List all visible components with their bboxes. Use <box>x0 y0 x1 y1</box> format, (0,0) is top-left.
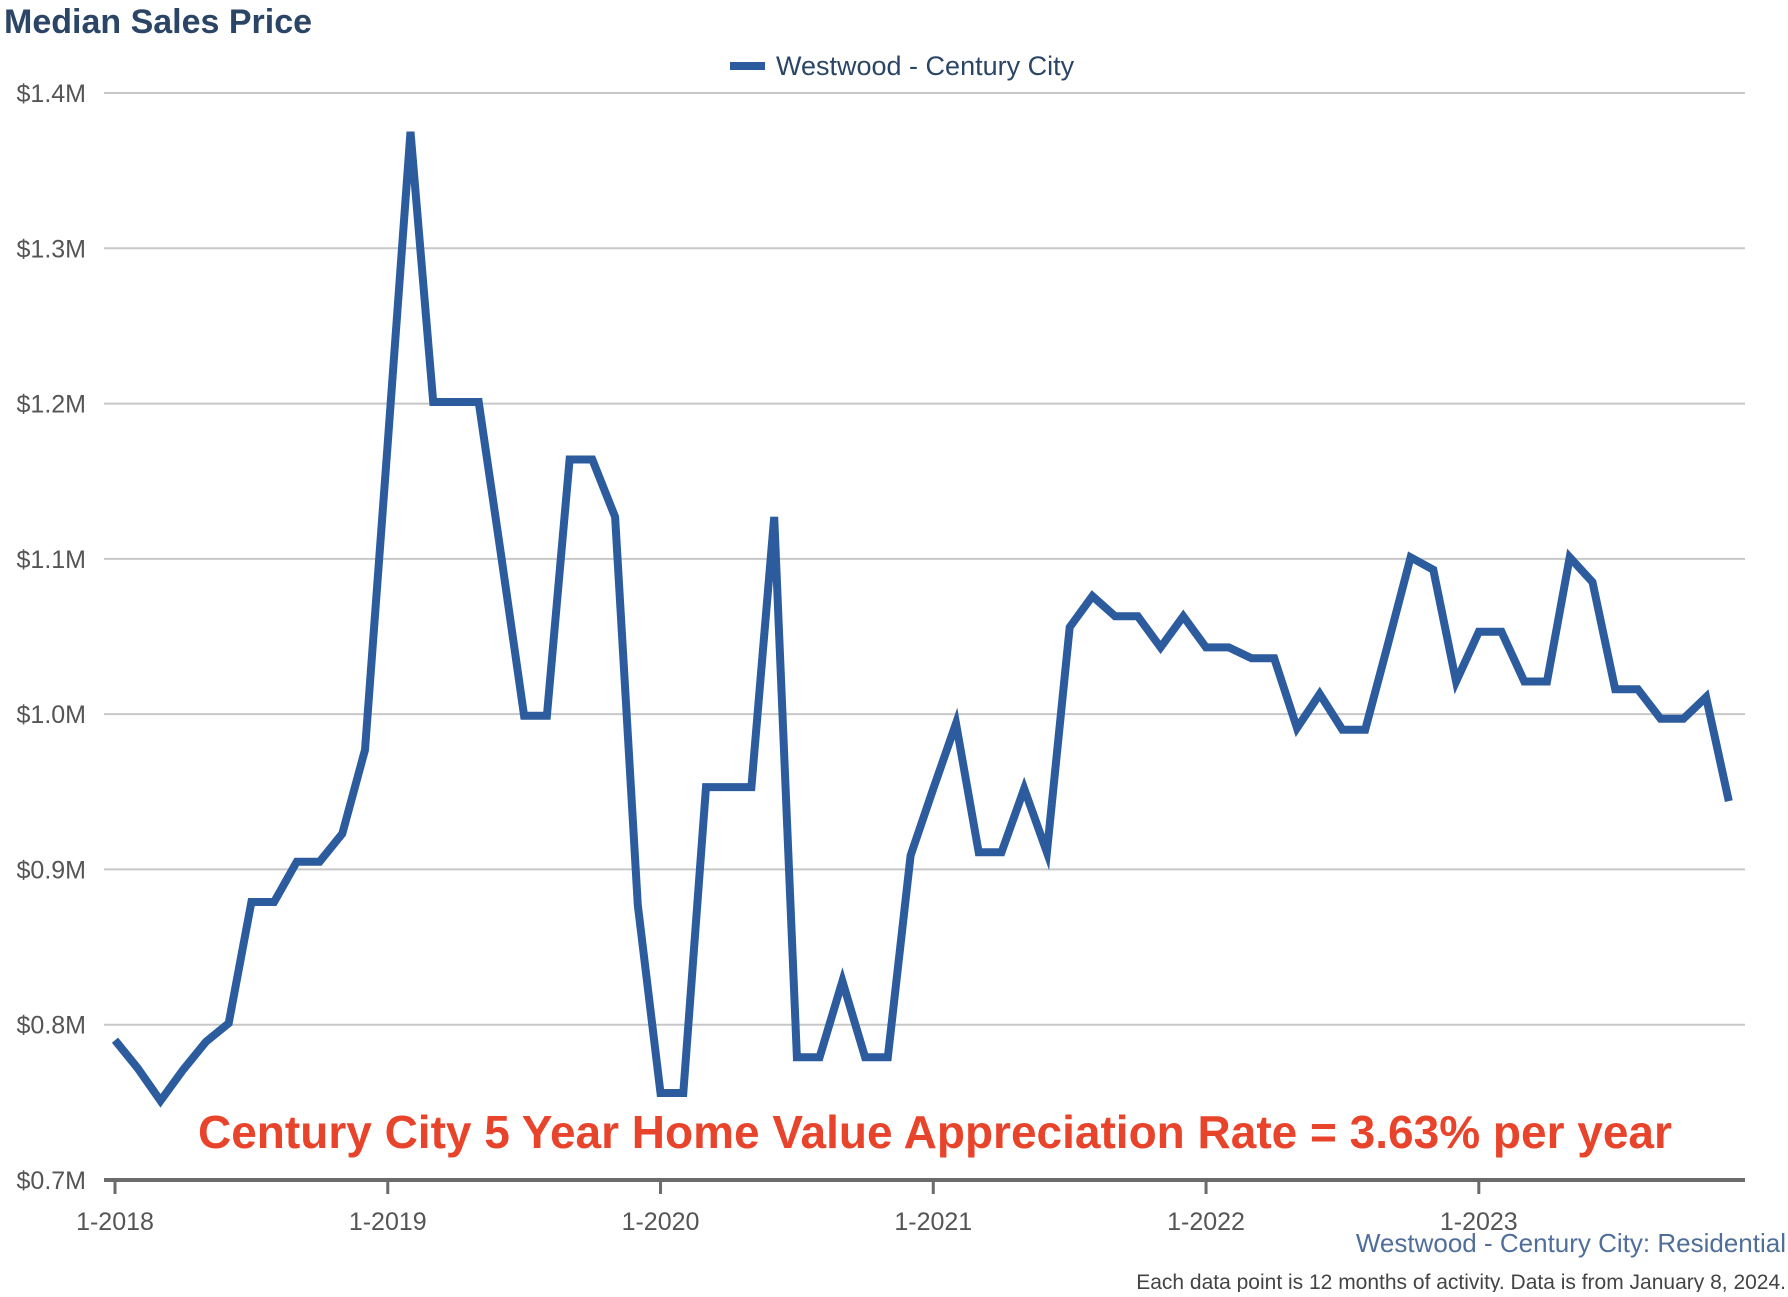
series-group <box>111 131 1733 1108</box>
y-axis-ticks: $0.7M $0.8M $0.9M $1.0M $1.1M $1.2M $1.3M $1.4M <box>17 80 86 1195</box>
gridlines <box>104 92 1745 1026</box>
x-tick-label: 1-2022 <box>1167 1208 1245 1236</box>
legend: Westwood - Century City <box>730 51 1075 81</box>
y-tick-label: $1.1M <box>17 546 86 574</box>
legend-entry-label: Westwood - Century City <box>776 51 1075 81</box>
y-tick-label: $1.0M <box>17 701 86 729</box>
x-tick-label: 1-2019 <box>349 1208 427 1236</box>
x-tick-label: 1-2018 <box>76 1208 154 1236</box>
chart-subtitle: Westwood - Century City: Residential <box>1356 1228 1786 1258</box>
y-tick-label: $0.8M <box>17 1012 86 1040</box>
chart-title: Median Sales Price <box>4 3 312 41</box>
y-tick-label: $0.9M <box>17 856 86 884</box>
x-tick-label: 1-2020 <box>622 1208 700 1236</box>
x-axis: 1-2018 1-2019 1-2020 1-2021 1-2022 1-2023 <box>76 1178 1745 1236</box>
x-tick-label: 1-2021 <box>894 1208 972 1236</box>
series-line <box>111 131 1733 1108</box>
y-tick-label: $1.3M <box>17 235 86 263</box>
x-tick-label: 1-2023 <box>1440 1208 1518 1236</box>
appreciation-rate-annotation: Century City 5 Year Home Value Appreciat… <box>198 1106 1672 1158</box>
y-tick-label: $1.2M <box>17 391 86 419</box>
chart-footnote: Each data point is 12 months of activity… <box>1136 1271 1786 1292</box>
y-tick-label: $1.4M <box>17 80 86 108</box>
y-tick-label: $0.7M <box>17 1167 86 1195</box>
